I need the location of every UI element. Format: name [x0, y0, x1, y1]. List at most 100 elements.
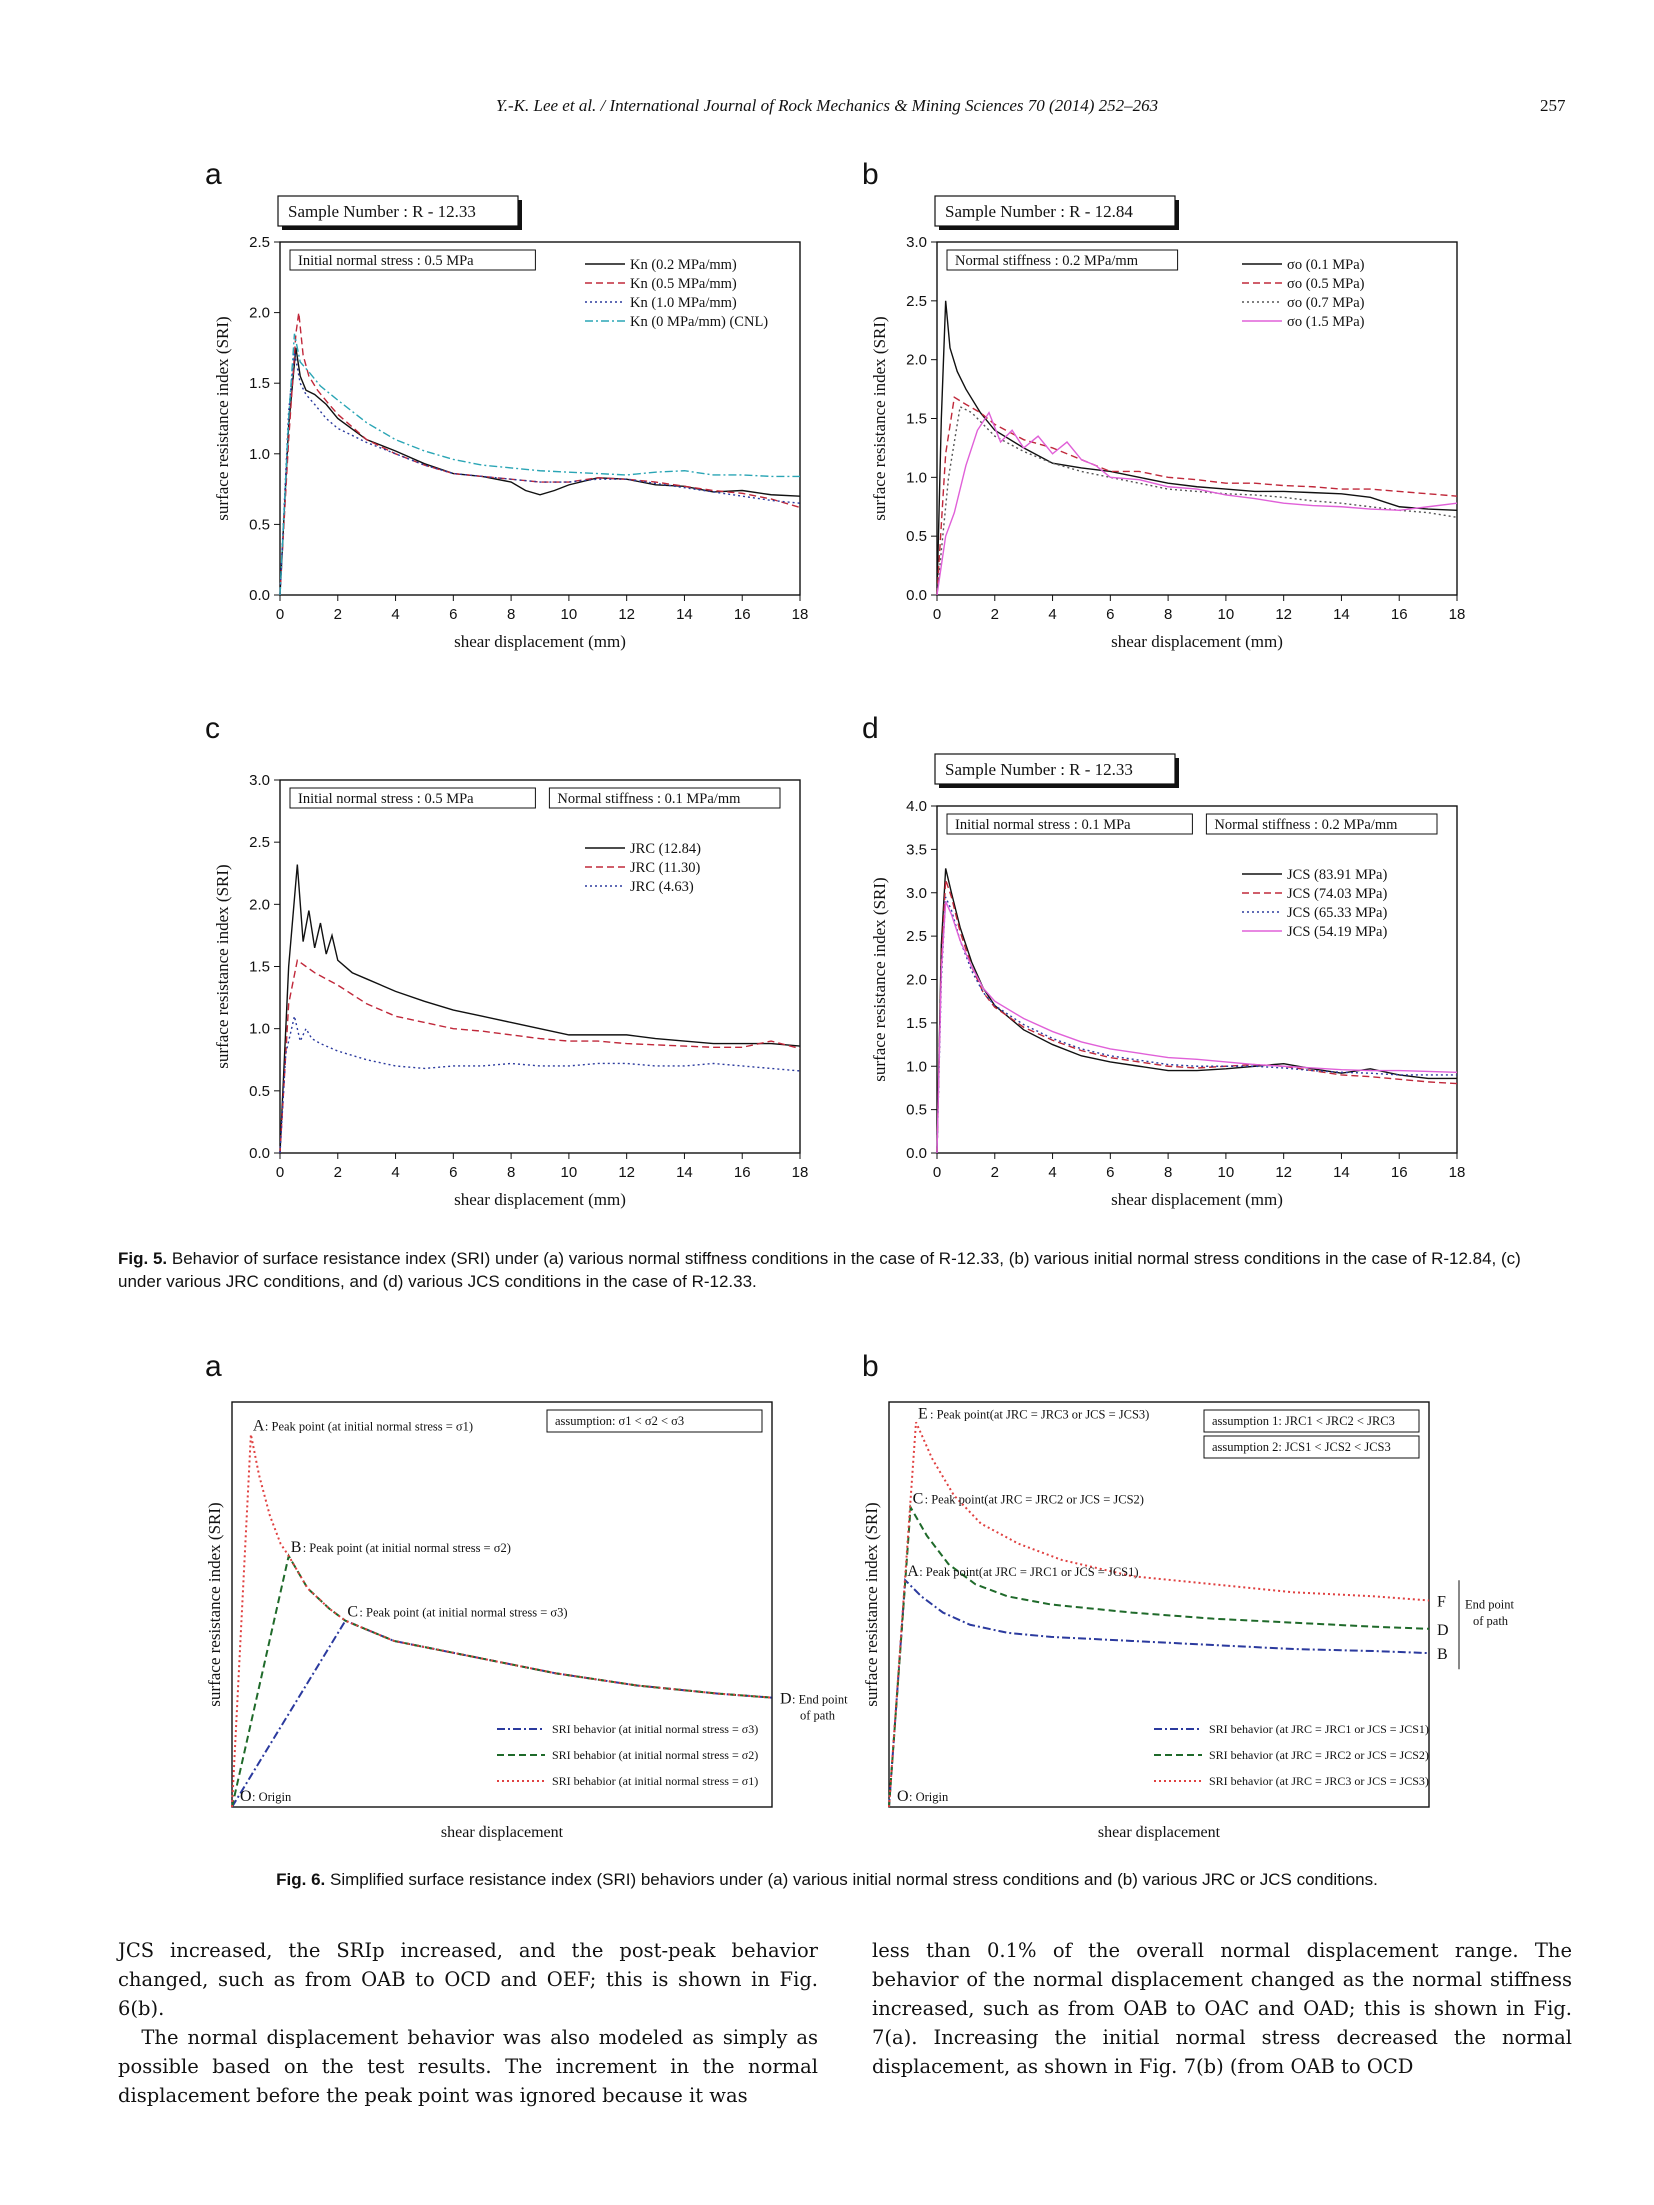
assumption-label: assumption 1: JRC1 < JRC2 < JRC3 [1212, 1414, 1395, 1428]
y-tick-label: 3.5 [906, 841, 927, 858]
plot-frame [279, 779, 801, 1154]
series-line [279, 347, 801, 596]
end-note: End point [1465, 1598, 1514, 1612]
point-note: : End point [792, 1693, 848, 1707]
plot-frame [936, 241, 1458, 596]
y-tick-label: 2.0 [906, 352, 927, 369]
series-line [279, 312, 801, 596]
condition-box [946, 813, 1193, 835]
x-axis-label: shear displacement [441, 1824, 564, 1841]
assumption-box [546, 1409, 763, 1433]
series-line [888, 1577, 1430, 1808]
point-letter: D [780, 1691, 792, 1708]
series-line [279, 333, 800, 596]
condition-box [548, 787, 781, 809]
legend-label: Kn (0.2 MPa/mm) [630, 257, 737, 273]
page-number: 257 [1540, 96, 1566, 115]
panel-letter-5c: c [205, 712, 220, 745]
legend-label: SRI behavior (at JRC = JRC1 or JCS = JCS… [1209, 1722, 1429, 1736]
point-letter: C [347, 1604, 358, 1621]
point-letter: E [918, 1405, 928, 1422]
point-note: : Peak point(at JRC = JRC1 or JCS = JCS1… [919, 1565, 1138, 1579]
series-line [279, 959, 801, 1154]
x-axis-label: shear displacement (mm) [1111, 1190, 1283, 1209]
x-tick-label: 4 [1048, 1164, 1056, 1181]
y-tick-label: 0.5 [249, 1083, 270, 1100]
y-tick-label: 2.5 [906, 928, 927, 945]
legend-label: SRI behavior (at JRC = JRC2 or JCS = JCS… [1209, 1748, 1429, 1762]
x-axis-label: shear displacement (mm) [1111, 632, 1283, 651]
y-tick-label: 1.0 [906, 469, 927, 486]
point-letter: B [1437, 1646, 1448, 1663]
x-tick-label: 18 [1449, 606, 1466, 623]
legend-label: Kn (0.5 MPa/mm) [630, 276, 737, 292]
x-tick-label: 6 [1106, 606, 1114, 623]
y-tick-label: 3.0 [249, 772, 270, 789]
y-tick-label: 3.0 [906, 885, 927, 902]
panel-letter-6a: a [205, 1350, 222, 1383]
series-line [936, 300, 1458, 596]
point-note: : Peak point (at initial normal stress =… [303, 1541, 511, 1555]
x-tick-label: 18 [792, 1164, 809, 1181]
y-tick-label: 2.5 [249, 234, 270, 251]
y-tick-label: 2.5 [906, 293, 927, 310]
x-tick-label: 6 [1106, 1164, 1114, 1181]
y-tick-label: 1.5 [906, 1015, 927, 1032]
x-tick-label: 8 [507, 606, 515, 623]
y-tick-label: 0.0 [906, 587, 927, 604]
sample-box-label: Sample Number : R - 12.33 [945, 760, 1133, 779]
body-column-right: less than 0.1% of the overall normal dis… [872, 1936, 1572, 2081]
panel-letter-5d: d [862, 712, 879, 745]
x-tick-label: 16 [734, 1164, 751, 1181]
y-axis-label: surface resistance index (SRI) [870, 877, 889, 1081]
plot-frame [888, 1401, 1430, 1808]
series-line [231, 1434, 773, 1808]
x-tick-label: 4 [391, 606, 399, 623]
point-letter: A [253, 1417, 265, 1434]
x-tick-label: 18 [1449, 1164, 1466, 1181]
y-tick-label: 1.0 [249, 446, 270, 463]
x-tick-label: 6 [449, 606, 457, 623]
series-line [279, 864, 801, 1154]
y-tick-label: 1.0 [249, 1021, 270, 1038]
legend-label: SRI behavior (at initial normal stress =… [552, 1722, 758, 1736]
x-tick-label: 4 [1048, 606, 1056, 623]
panel-letter-6b: b [862, 1350, 879, 1383]
x-tick-label: 12 [1275, 606, 1292, 623]
y-tick-label: 1.5 [906, 411, 927, 428]
figure5-caption: Fig. 5. Behavior of surface resistance i… [118, 1247, 1538, 1293]
x-tick-label: 16 [1391, 606, 1408, 623]
legend-label: SRI behabior (at initial normal stress =… [552, 1748, 758, 1762]
y-tick-label: 1.5 [249, 959, 270, 976]
assumption-label: assumption: σ1 < σ2 < σ3 [555, 1414, 684, 1428]
x-tick-label: 14 [1333, 1164, 1350, 1181]
plot-frame [279, 241, 801, 596]
legend-label: σo (0.5 MPa) [1287, 276, 1365, 292]
point-note: : Peak point (at initial normal stress =… [359, 1606, 567, 1620]
legend-label: JRC (4.63) [630, 879, 694, 895]
panel-letter-5b: b [862, 158, 879, 191]
x-tick-label: 6 [449, 1164, 457, 1181]
x-tick-label: 12 [618, 606, 635, 623]
legend-label: JRC (11.30) [630, 860, 701, 876]
x-tick-label: 2 [334, 1164, 342, 1181]
x-axis-label: shear displacement [1098, 1824, 1221, 1841]
y-tick-label: 0.5 [906, 1102, 927, 1119]
point-letter: B [291, 1539, 302, 1556]
x-tick-label: 8 [507, 1164, 515, 1181]
point-letter: C [913, 1490, 924, 1507]
legend-label: σo (1.5 MPa) [1287, 314, 1365, 330]
series-line [279, 1016, 801, 1154]
legend-label: JCS (83.91 MPa) [1287, 867, 1387, 883]
y-tick-label: 0.0 [249, 587, 270, 604]
figure5-caption-text: Behavior of surface resistance index (SR… [118, 1249, 1521, 1291]
x-tick-label: 16 [734, 606, 751, 623]
point-note: of path [800, 1709, 836, 1723]
x-tick-label: 8 [1164, 1164, 1172, 1181]
series-line [936, 411, 1458, 596]
legend-label: σo (0.1 MPa) [1287, 257, 1365, 273]
x-axis-label: shear displacement (mm) [454, 1190, 626, 1209]
y-tick-label: 1.5 [249, 375, 270, 392]
y-axis-label: surface resistance index (SRI) [213, 316, 232, 520]
chart-fig5d: Sample Number : R - 12.33 0 2 4 6 8 10 12 14 16 18… [870, 753, 1466, 1209]
